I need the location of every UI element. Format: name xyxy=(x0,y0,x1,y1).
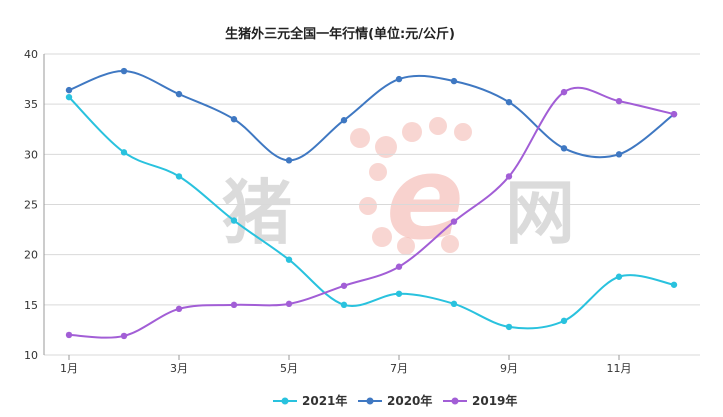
x-tick-label: 7月 xyxy=(390,362,408,375)
data-point xyxy=(615,273,623,280)
data-point xyxy=(175,173,183,180)
data-point xyxy=(120,149,128,156)
legend-item: 2019年 xyxy=(443,393,517,408)
data-point xyxy=(285,300,293,308)
watermark-left-text: 猪 xyxy=(222,172,292,254)
x-axis: 1月 3月 5月 7月 9月 11月 xyxy=(60,355,632,375)
data-point xyxy=(560,317,568,325)
data-point xyxy=(395,75,403,83)
data-point xyxy=(230,116,238,123)
legend-marker xyxy=(451,397,459,405)
y-axis: 10 15 20 25 30 35 40 xyxy=(24,48,45,362)
x-tick-label: 9月 xyxy=(500,362,518,375)
data-point xyxy=(120,67,128,75)
data-point xyxy=(560,88,568,96)
legend-item: 2020年 xyxy=(358,393,432,408)
x-tick-label: 11月 xyxy=(607,362,632,375)
y-tick-label: 15 xyxy=(24,299,38,312)
y-tick-label: 35 xyxy=(24,98,38,111)
series-line xyxy=(68,96,675,330)
data-point xyxy=(175,305,183,313)
data-point xyxy=(340,282,348,289)
data-point xyxy=(65,86,73,94)
x-tick-label: 5月 xyxy=(280,362,298,375)
chart-title: 生猪外三元全国一年行情(单位:元/公斤) xyxy=(225,26,455,42)
data-point xyxy=(450,77,458,85)
watermark: 猪 e 网 xyxy=(222,117,575,266)
data-point xyxy=(230,301,238,309)
legend-label: 2021年 xyxy=(302,393,347,408)
data-point xyxy=(670,111,678,118)
data-point xyxy=(615,151,623,158)
legend-item: 2021年 xyxy=(273,393,347,408)
data-point xyxy=(505,323,513,331)
series-1 xyxy=(65,67,678,164)
x-tick-label: 1月 xyxy=(60,362,78,375)
y-tick-label: 30 xyxy=(24,148,38,161)
data-point xyxy=(230,217,238,224)
data-point xyxy=(175,90,183,98)
data-point xyxy=(560,145,568,152)
data-point xyxy=(340,117,348,124)
data-point xyxy=(505,173,513,180)
series-line xyxy=(68,70,675,162)
data-point xyxy=(450,218,458,225)
legend: 2021年 2020年 2019年 xyxy=(273,393,517,408)
data-point xyxy=(65,331,73,339)
data-point xyxy=(395,263,403,270)
series-0 xyxy=(65,93,678,331)
data-point xyxy=(670,281,678,288)
data-point xyxy=(285,256,293,263)
y-tick-label: 40 xyxy=(24,48,38,61)
legend-marker xyxy=(281,397,289,405)
data-point xyxy=(615,97,623,105)
watermark-dots xyxy=(350,117,472,255)
legend-label: 2020年 xyxy=(387,393,432,408)
y-tick-label: 25 xyxy=(24,199,38,212)
legend-label: 2019年 xyxy=(472,393,517,408)
y-tick-label: 20 xyxy=(24,249,38,262)
x-tick-label: 3月 xyxy=(170,362,188,375)
series-2 xyxy=(65,86,678,340)
grid xyxy=(44,53,700,356)
data-point xyxy=(65,93,73,101)
watermark-right-text: 网 xyxy=(505,172,575,254)
legend-marker xyxy=(366,397,374,405)
data-point xyxy=(120,332,128,340)
plot-area xyxy=(65,67,678,340)
data-point xyxy=(395,290,403,297)
data-point xyxy=(340,301,348,309)
data-point xyxy=(285,157,293,164)
data-point xyxy=(505,98,513,106)
y-tick-label: 10 xyxy=(24,349,38,362)
data-point xyxy=(450,300,458,308)
